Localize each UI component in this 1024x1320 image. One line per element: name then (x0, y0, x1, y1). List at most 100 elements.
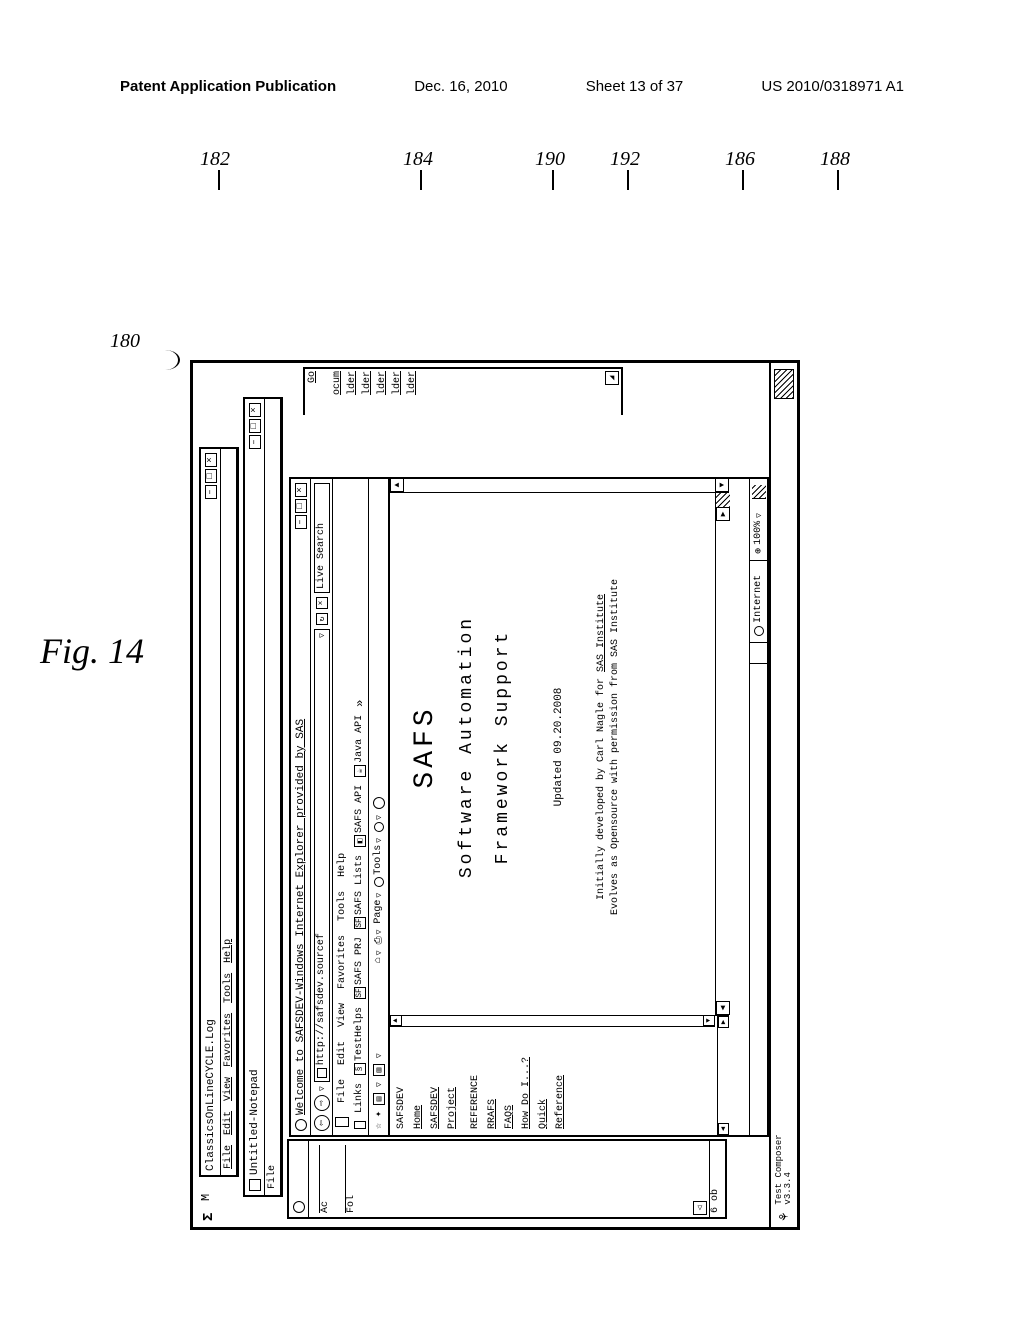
menu-file[interactable]: File (337, 1079, 348, 1103)
link-safsapi[interactable]: ◧SAFS API (354, 785, 366, 847)
sidebar-rrafs[interactable]: RRAFS (487, 1022, 498, 1129)
ref-192: 192 (610, 148, 640, 171)
main-h2a: Software Automation (457, 616, 477, 878)
history-dropdown-icon[interactable]: ▽ (317, 1086, 327, 1091)
resize-grip-icon[interactable] (752, 485, 766, 499)
page-button[interactable]: Page▽ (373, 893, 384, 924)
url-dropdown-icon[interactable]: ▽ (317, 633, 327, 638)
main-h2b: Framework Support (493, 630, 513, 865)
page-icon (317, 1068, 327, 1078)
notepad1-titlebar[interactable]: ClassicsOnLineCYCLE.Log – □ × (201, 449, 221, 1175)
menu-help[interactable]: Help (337, 853, 348, 877)
forward-button[interactable]: ⇨ (314, 1095, 330, 1111)
m-label: M (199, 1194, 213, 1201)
close-icon[interactable]: × (295, 483, 307, 497)
maximize-icon[interactable]: □ (249, 419, 261, 433)
search-input[interactable]: Live Search (314, 483, 330, 593)
main-vscroll[interactable]: ▲ ▼ (390, 479, 729, 493)
notepad2-titlebar[interactable]: Untitled-Notepad – □ × (245, 399, 265, 1195)
home-button[interactable]: ⌂▽ (373, 950, 384, 963)
url-input[interactable]: http://safsdev.sourcef ▽ (314, 629, 330, 1082)
leader-190 (552, 170, 554, 190)
link-safslists[interactable]: SFSAFS Lists (354, 855, 366, 929)
fol-label: Fol (345, 1145, 357, 1213)
sidebar-proj2[interactable]: Project (447, 1022, 458, 1129)
status-zoom[interactable]: ⊕ 100% ▽ (750, 507, 767, 561)
ie-address-bar: ⇦ ⇨ ▽ http://safsdev.sourcef ▽ ↻ × Live … (311, 479, 333, 1135)
leader-180 (150, 350, 180, 370)
scroll-right-icon[interactable]: ▶ (718, 1016, 729, 1028)
taskbar-icon[interactable]: ⚘ (776, 1213, 793, 1221)
menu-favorites[interactable]: Favorites (337, 935, 348, 989)
tab-edge-icon (335, 1117, 349, 1127)
scroll-down-icon[interactable]: ▼ (715, 478, 729, 492)
sidebar-proj1[interactable]: SAFSDEV (430, 1022, 441, 1129)
link-icon: SF (354, 987, 366, 999)
scroll-down-icon[interactable]: ▼ (703, 1015, 715, 1026)
minimize-icon[interactable]: – (249, 435, 261, 449)
sidebar-reference[interactable]: Reference (555, 1022, 566, 1129)
menu-file[interactable]: File (267, 1165, 278, 1189)
add-fav-icon[interactable]: ✦ (373, 1111, 385, 1117)
cred1b[interactable]: SAS Institute (596, 594, 607, 672)
partial-ocum: ocum (332, 371, 343, 413)
maximize-icon[interactable]: □ (205, 469, 217, 483)
print-button[interactable]: ⎙▽ (373, 930, 385, 945)
sidebar-sec1: SAFSDEV (396, 1022, 407, 1129)
menu-favorites[interactable]: Favorites (223, 1013, 234, 1067)
feed-icon[interactable]: ▤ (373, 1093, 385, 1105)
menu-tools[interactable]: Tools (337, 891, 348, 921)
fav-star-icon[interactable]: ☆ (373, 1123, 385, 1129)
zoom-dd-icon[interactable]: ▽ (754, 513, 764, 518)
sidebar-quick[interactable]: Quick (538, 1022, 549, 1129)
scroll-arrow-icon[interactable]: ◁ (693, 1201, 707, 1215)
dd-icon[interactable]: ▽ (374, 1053, 384, 1058)
tabgroup-icon[interactable]: ▥ (373, 1064, 385, 1076)
scroll-right-icon[interactable]: ▶ (716, 507, 730, 521)
pub-left: Patent Application Publication (120, 78, 336, 95)
close-icon[interactable]: × (249, 403, 261, 417)
main-hscroll[interactable]: ◀ ▶ (715, 493, 729, 1015)
link-javaapi[interactable]: ☕Java API (354, 715, 366, 777)
partial-lder2: lder (362, 371, 373, 413)
zoom-icon: ⊕ (753, 548, 765, 554)
sidebar-faqs[interactable]: FAQS (504, 1022, 515, 1129)
stop-button[interactable]: × (316, 597, 328, 609)
sidebar-vscroll[interactable]: ▲ ▼ (390, 1015, 715, 1027)
link-safsprj[interactable]: SFSAFS PRJ (354, 937, 366, 999)
tools-button[interactable]: Tools▽ (373, 838, 384, 887)
partial-lder1: lder (347, 371, 358, 413)
menu-file[interactable]: File (223, 1145, 234, 1169)
scroll-left-icon[interactable]: ◀ (718, 1123, 729, 1135)
back-button[interactable]: ⇦ (314, 1115, 330, 1131)
menu-edit[interactable]: Edit (223, 1111, 234, 1135)
help-button[interactable]: ▽ (374, 815, 384, 832)
scroll-up-icon[interactable]: ▲ (390, 1015, 402, 1026)
obj-count: 6 ob (710, 1189, 721, 1213)
link-icon: ◧ (354, 835, 366, 847)
maximize-icon[interactable]: □ (295, 499, 307, 513)
ie-content: ⇦ ⇨ ▽ http://safsdev.sourcef ▽ ↻ × Live … (311, 479, 767, 1135)
scroll-corner-icon[interactable]: ◢ (605, 371, 619, 385)
minimize-icon[interactable]: – (205, 485, 217, 499)
links-overflow-icon[interactable]: » (353, 700, 367, 707)
close-icon[interactable]: × (205, 453, 217, 467)
scroll-up-icon[interactable]: ▲ (390, 478, 404, 492)
menu-view[interactable]: View (337, 1003, 348, 1027)
sidebar-hscroll[interactable]: ◀ ▶ (717, 1016, 729, 1135)
link-testhelps[interactable]: §TestHelps (354, 1007, 366, 1075)
refresh-button[interactable]: ↻ (316, 613, 328, 625)
sidebar-home[interactable]: Home (413, 1022, 424, 1129)
sidebar-howdo[interactable]: How Do I...? (521, 1022, 532, 1129)
menu-edit[interactable]: Edit (337, 1041, 348, 1065)
menu-view[interactable]: View (223, 1077, 234, 1101)
minimize-icon[interactable]: – (295, 515, 307, 529)
menu-tools[interactable]: Tools (223, 973, 234, 1003)
resize-grip-icon[interactable] (716, 493, 730, 507)
menu-help[interactable]: Help (223, 939, 234, 963)
go-btn[interactable]: Go (307, 371, 318, 413)
dd-icon[interactable]: ▽ (374, 1082, 384, 1087)
scroll-left-icon[interactable]: ◀ (716, 1001, 730, 1015)
ie-titlebar[interactable]: Welcome to SAFSDEV-Windows Internet Expl… (291, 479, 311, 1135)
link-icon: SF (354, 917, 366, 929)
